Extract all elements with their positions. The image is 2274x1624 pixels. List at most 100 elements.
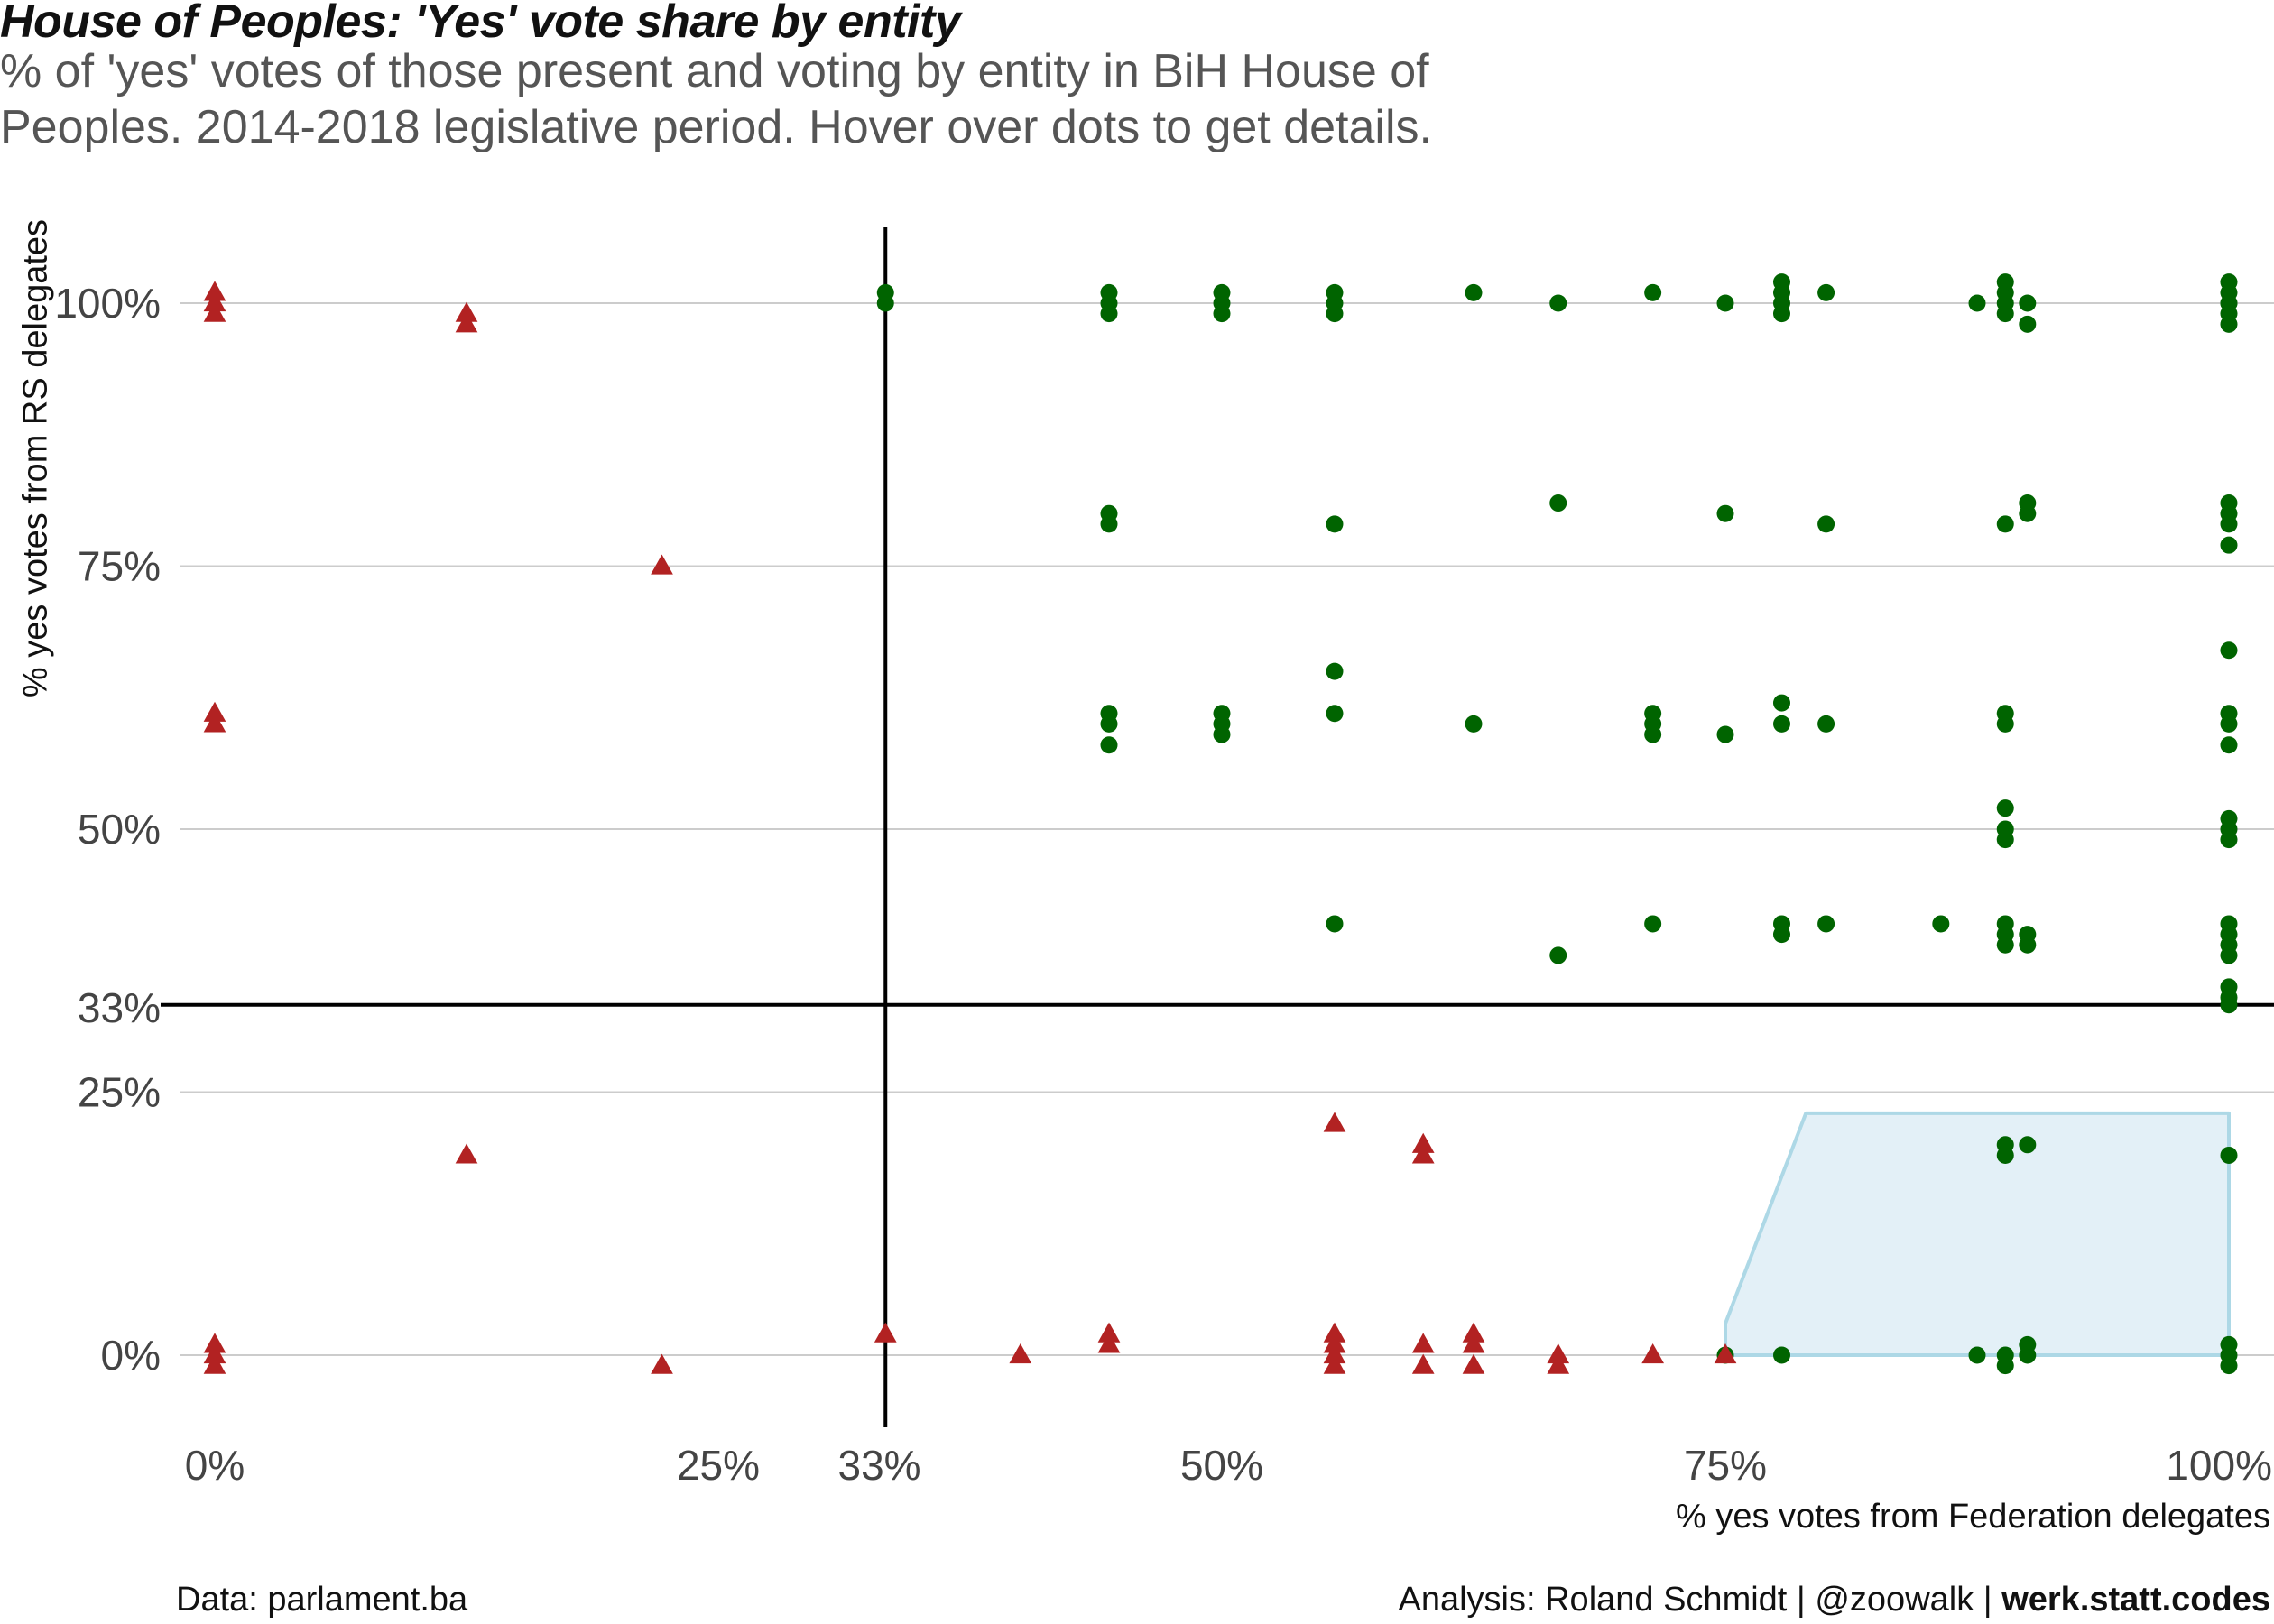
data-point-passed (1100, 736, 1118, 754)
data-point-passed (2220, 494, 2238, 512)
data-point-passed (2019, 494, 2037, 512)
highlight-region (1724, 1111, 2231, 1357)
data-point-failed (1411, 1353, 1435, 1374)
data-point-failed (1009, 1343, 1032, 1364)
chart-title: House of Peoples: 'Yes' vote share by en… (0, 0, 961, 48)
data-point-failed (203, 701, 226, 722)
data-point-failed (874, 1322, 897, 1343)
data-point-passed (2220, 736, 2238, 754)
highlight-region-shape (1724, 1111, 2231, 1357)
data-source-caption: Data: parlament.ba (176, 1581, 468, 1619)
data-point-passed (1716, 504, 1734, 522)
data-point-passed (1817, 283, 1835, 301)
data-point-passed (2019, 936, 2037, 954)
data-point-passed (1772, 715, 1790, 733)
y-tick-label: 0% (101, 1332, 161, 1379)
data-point-passed (1326, 283, 1344, 301)
data-point-passed (1326, 305, 1344, 323)
x-tick-label: 0% (185, 1442, 245, 1489)
data-point-passed (2220, 536, 2238, 554)
y-tick-label: 50% (78, 806, 161, 853)
data-point-passed (1996, 1146, 2014, 1164)
data-point-failed (1411, 1132, 1435, 1153)
y-tick-label: 25% (78, 1069, 161, 1116)
data-point-passed (1968, 294, 1986, 312)
data-point-passed (1772, 694, 1790, 712)
data-point-passed (1996, 705, 2014, 723)
x-tick-label: 50% (1180, 1442, 1263, 1489)
data-point-passed (1996, 831, 2014, 849)
chart-subtitle: % of 'yes' votes of those present and vo… (0, 45, 1432, 153)
x-tick-label: 75% (1684, 1442, 1767, 1489)
data-point-passed (1549, 294, 1567, 312)
data-point-failed (1323, 1112, 1346, 1132)
data-point-failed (455, 312, 478, 333)
data-point-passed (1326, 915, 1344, 933)
data-point-passed (1716, 294, 1734, 312)
data-point-failed (203, 291, 226, 312)
data-point-passed (1817, 715, 1835, 733)
data-point-failed (1462, 1353, 1485, 1374)
data-point-failed (455, 301, 478, 322)
credit-site[interactable]: werk.statt.codes (2001, 1581, 2270, 1619)
y-axis-label: % yes votes from RS delegates (16, 218, 55, 698)
data-point-failed (1411, 1143, 1435, 1164)
data-point-passed (2220, 1146, 2238, 1164)
data-point-passed (2220, 831, 2238, 849)
data-point-failed (1641, 1343, 1664, 1364)
data-point-failed (1323, 1333, 1346, 1353)
data-point-failed (203, 1333, 226, 1353)
data-point-passed (1100, 715, 1118, 733)
data-point-passed (2019, 315, 2037, 333)
data-point-passed (1100, 305, 1118, 323)
data-point-passed (2220, 1357, 2238, 1375)
data-point-failed (1714, 1343, 1737, 1364)
y-tick-label: 100% (54, 280, 161, 327)
data-point-passed (1996, 936, 2014, 954)
data-point-passed (2220, 946, 2238, 964)
data-point-failed (455, 1143, 478, 1164)
data-point-failed (651, 554, 673, 575)
data-point-failed (651, 1353, 673, 1374)
data-point-passed (2019, 294, 2037, 312)
data-point-passed (1772, 1346, 1790, 1364)
data-point-failed (1462, 1333, 1485, 1353)
data-point-passed (1996, 305, 2014, 323)
data-point-failed (203, 281, 226, 301)
data-point-passed (1968, 1346, 1986, 1364)
data-point-failed (1462, 1322, 1485, 1343)
data-point-passed (1100, 283, 1118, 301)
data-point-failed (203, 1343, 226, 1364)
data-point-passed (1465, 283, 1483, 301)
data-point-failed (1411, 1333, 1435, 1353)
data-point-failed (1323, 1343, 1346, 1364)
data-point-passed (1644, 915, 1662, 933)
data-point-passed (1644, 725, 1662, 743)
data-point-failed (203, 301, 226, 322)
data-point-passed (1100, 515, 1118, 533)
data-point-passed (1772, 273, 1790, 291)
data-point-passed (1996, 273, 2014, 291)
data-point-passed (1213, 725, 1231, 743)
data-point-failed (1323, 1322, 1346, 1343)
x-axis-ticks: 0% 25% 33% 50% 75% 100% (185, 1442, 2272, 1489)
data-point-passed (2220, 273, 2238, 291)
data-point-passed (1772, 926, 1790, 944)
data-point-passed (2220, 715, 2238, 733)
data-point-passed (1772, 305, 1790, 323)
y-tick-label: 33% (78, 984, 161, 1031)
data-point-passed (1465, 715, 1483, 733)
data-point-passed (2019, 1346, 2037, 1364)
data-point-failed (1097, 1322, 1121, 1343)
data-point-passed (876, 283, 894, 301)
data-point-passed (1716, 725, 1734, 743)
data-point-failed (1097, 1333, 1121, 1353)
data-point-passed (1817, 915, 1835, 933)
data-point-passed (2019, 1136, 2037, 1154)
data-point-passed (1549, 946, 1567, 964)
data-point-passed (2220, 641, 2238, 660)
threshold-lines (161, 227, 2274, 1427)
y-axis-ticks: 0% 25% 33% 50% 75% 100% (54, 280, 161, 1379)
data-point-passed (2220, 515, 2238, 533)
data-point-passed (1996, 1357, 2014, 1375)
